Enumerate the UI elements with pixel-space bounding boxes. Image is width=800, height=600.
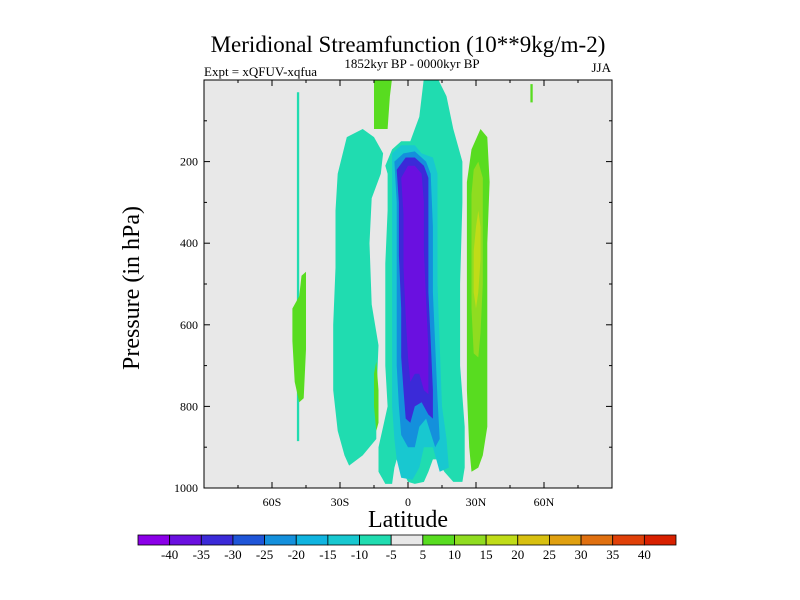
colorbar-label: 15 bbox=[480, 547, 493, 562]
contour-region-7 bbox=[401, 165, 429, 395]
colorbar-label: -25 bbox=[256, 547, 273, 562]
colorbar-box-14 bbox=[580, 534, 614, 546]
contour-fill-group bbox=[292, 80, 533, 484]
colorbar-label: 40 bbox=[638, 547, 651, 562]
colorbar-box-12 bbox=[517, 534, 550, 546]
colorbar-box-3 bbox=[232, 534, 265, 546]
colorbar-label: 30 bbox=[575, 547, 588, 562]
center-string: 1852kyr BP - 0000kyr BP bbox=[344, 56, 479, 71]
contour-region-10 bbox=[374, 361, 379, 431]
colorbar-label: -20 bbox=[288, 547, 305, 562]
colorbar-box-0 bbox=[137, 534, 171, 546]
colorbar-box-7 bbox=[359, 534, 392, 546]
colorbar-label: -15 bbox=[319, 547, 336, 562]
contour-region-8 bbox=[374, 80, 392, 129]
contour-region-13 bbox=[473, 210, 481, 309]
x-tick-label: 30N bbox=[466, 495, 487, 509]
left-string: Expt = xQFUV-xqfua bbox=[204, 64, 317, 79]
x-tick-label: 60S bbox=[263, 495, 282, 509]
contour-region-9 bbox=[292, 271, 306, 403]
y-tick-label: 600 bbox=[180, 318, 198, 332]
y-axis-label: Pressure (in hPa) bbox=[119, 206, 145, 370]
y-tick-label: 200 bbox=[180, 155, 198, 169]
y-tick-label: 800 bbox=[180, 399, 198, 413]
colorbar-box-2 bbox=[200, 534, 234, 546]
axis-ticks: 60S 30S 0 30N 60N 200 400 600 800 1000 bbox=[174, 80, 612, 509]
colorbar-box-13 bbox=[549, 534, 582, 546]
colorbar-box-6 bbox=[327, 534, 360, 546]
colorbar-label: -10 bbox=[351, 547, 368, 562]
colorbar-label: -5 bbox=[386, 547, 397, 562]
colorbar-label: 25 bbox=[543, 547, 556, 562]
colorbar-box-4 bbox=[264, 534, 297, 546]
contour-region-14 bbox=[530, 84, 533, 103]
colorbar-label: -40 bbox=[161, 547, 178, 562]
colorbar-box-1 bbox=[169, 534, 202, 546]
contour-region-1 bbox=[333, 129, 384, 466]
x-tick-label: 60N bbox=[534, 495, 555, 509]
x-tick-label: 30S bbox=[331, 495, 350, 509]
colorbar-box-9 bbox=[422, 534, 455, 546]
colorbar-label: 10 bbox=[448, 547, 461, 562]
chart-title: Meridional Streamfunction (10**9kg/m-2) bbox=[211, 32, 606, 57]
colorbar-label: 20 bbox=[511, 547, 524, 562]
colorbar-label: 5 bbox=[420, 547, 427, 562]
x-tick-label: 0 bbox=[405, 495, 411, 509]
colorbar-box-8 bbox=[390, 534, 424, 546]
x-axis-label: Latitude bbox=[368, 507, 448, 533]
colorbar-box-5 bbox=[295, 534, 329, 546]
right-string: JJA bbox=[591, 60, 611, 75]
colorbar-label: -30 bbox=[224, 547, 241, 562]
y-tick-label: 400 bbox=[180, 236, 198, 250]
colorbar-label: -35 bbox=[193, 547, 210, 562]
colorbar-box-11 bbox=[485, 534, 519, 546]
colorbar-box-15 bbox=[612, 534, 645, 546]
colorbar: -40 -35 -30 -25 -20 -15 -10 -5 5 10 15 20 25 30 35 40 bbox=[137, 534, 677, 562]
colorbar-box-10 bbox=[454, 534, 487, 546]
colorbar-box-16 bbox=[643, 534, 677, 546]
y-tick-label: 1000 bbox=[174, 481, 198, 495]
colorbar-label: 35 bbox=[606, 547, 619, 562]
